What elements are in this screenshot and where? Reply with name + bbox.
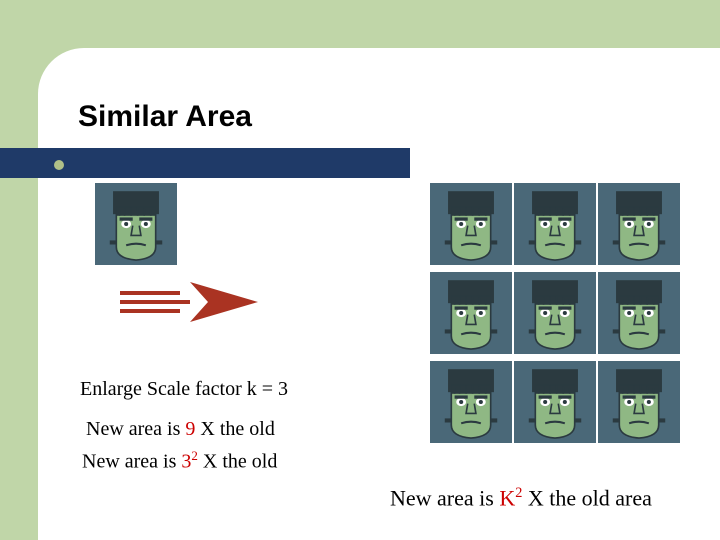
base-3: 3 <box>181 451 191 473</box>
face-cell <box>514 272 596 359</box>
caption-area-9x: New area is 9 X the old <box>86 418 275 441</box>
num-9: 9 <box>185 418 195 440</box>
face-grid-3x3 <box>430 183 680 448</box>
face-cell <box>598 183 680 270</box>
txt: New area is <box>390 485 499 510</box>
enlarge-arrow-icon <box>110 280 260 329</box>
face-cell <box>430 183 512 270</box>
caption-scale-factor: Enlarge Scale factor k = 3 <box>80 378 288 401</box>
base-k: K <box>499 485 515 510</box>
face-cell <box>514 361 596 448</box>
face-cell <box>430 272 512 359</box>
face-cell <box>598 272 680 359</box>
txt: X the old <box>198 451 277 473</box>
slide-title: Similar Area <box>78 100 252 134</box>
txt: New area is <box>86 418 185 440</box>
caption-area-ksq: New area is K2 X the old area <box>390 485 652 511</box>
caption-area-3sq: New area is 32 X the old <box>82 448 277 474</box>
txt: New area is <box>82 451 181 473</box>
face-cell <box>514 183 596 270</box>
face-cell <box>430 361 512 448</box>
single-face-image <box>95 183 177 270</box>
bullet-dot <box>54 160 64 170</box>
face-cell <box>598 361 680 448</box>
txt: X the old area <box>522 485 652 510</box>
txt: X the old <box>195 418 274 440</box>
